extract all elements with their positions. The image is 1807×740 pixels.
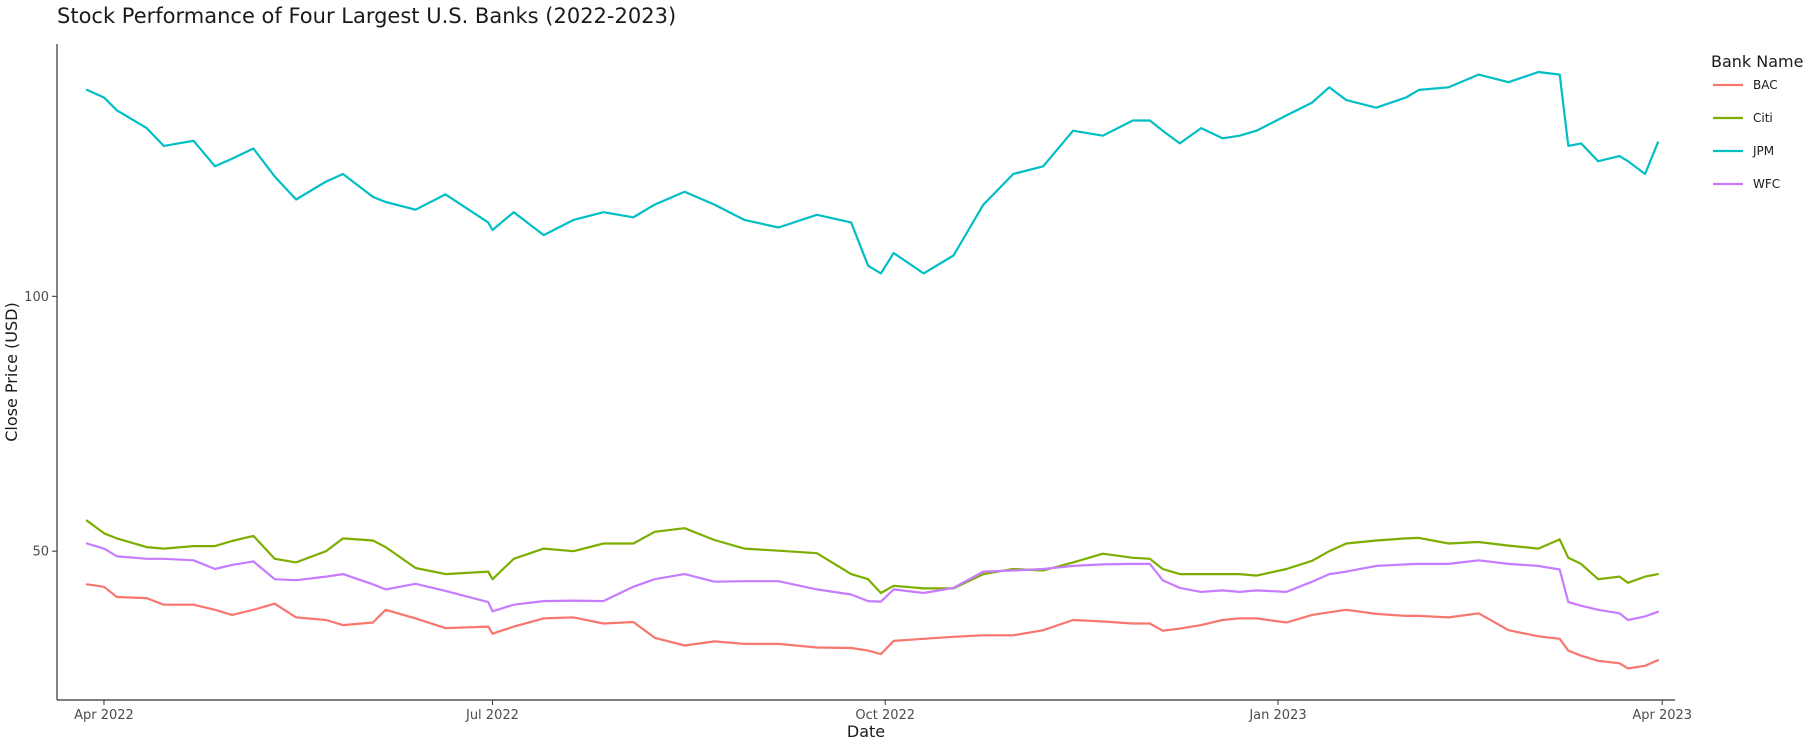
x-axis-title: Date (847, 722, 885, 740)
legend-label-bac: BAC (1753, 78, 1778, 92)
x-tick-label: Apr 2022 (74, 708, 134, 723)
y-axis-ticks: 50 100 (24, 290, 57, 560)
legend: Bank Name BAC Citi JPM WFC (1711, 52, 1803, 191)
x-tick-label: Apr 2023 (1632, 708, 1692, 723)
legend-label-jpm: JPM (1752, 144, 1774, 158)
series-line-wfc (85, 542, 1660, 622)
series-line-citi (85, 519, 1660, 595)
legend-title: Bank Name (1711, 52, 1803, 71)
legend-label-citi: Citi (1753, 111, 1773, 125)
x-tick-label: Oct 2022 (855, 708, 915, 723)
legend-label-wfc: WFC (1753, 177, 1780, 191)
x-tick-label: Jul 2022 (465, 708, 519, 723)
y-axis-title: Close Price (USD) (2, 302, 21, 441)
plot-lines (85, 70, 1660, 670)
y-tick-label: 50 (32, 545, 49, 560)
series-line-bac (85, 583, 1660, 670)
chart-title: Stock Performance of Four Largest U.S. B… (57, 4, 676, 28)
series-line-jpm (85, 70, 1660, 275)
x-axis-ticks: Apr 2022 Jul 2022 Oct 2022 Jan 2023 Apr 2023 (74, 700, 1692, 723)
y-tick-label: 100 (24, 290, 49, 305)
x-tick-label: Jan 2023 (1248, 708, 1306, 723)
